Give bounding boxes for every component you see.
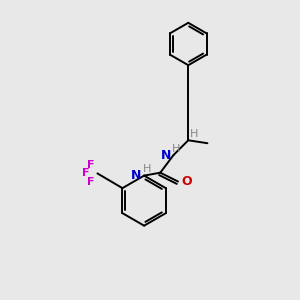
Text: O: O [181,175,191,188]
Text: H: H [172,143,180,154]
Text: H: H [189,129,198,139]
Text: F: F [87,160,95,170]
Text: F: F [82,168,90,178]
Text: F: F [87,177,95,187]
Text: H: H [143,164,151,174]
Text: N: N [161,148,171,161]
Text: N: N [131,169,142,182]
